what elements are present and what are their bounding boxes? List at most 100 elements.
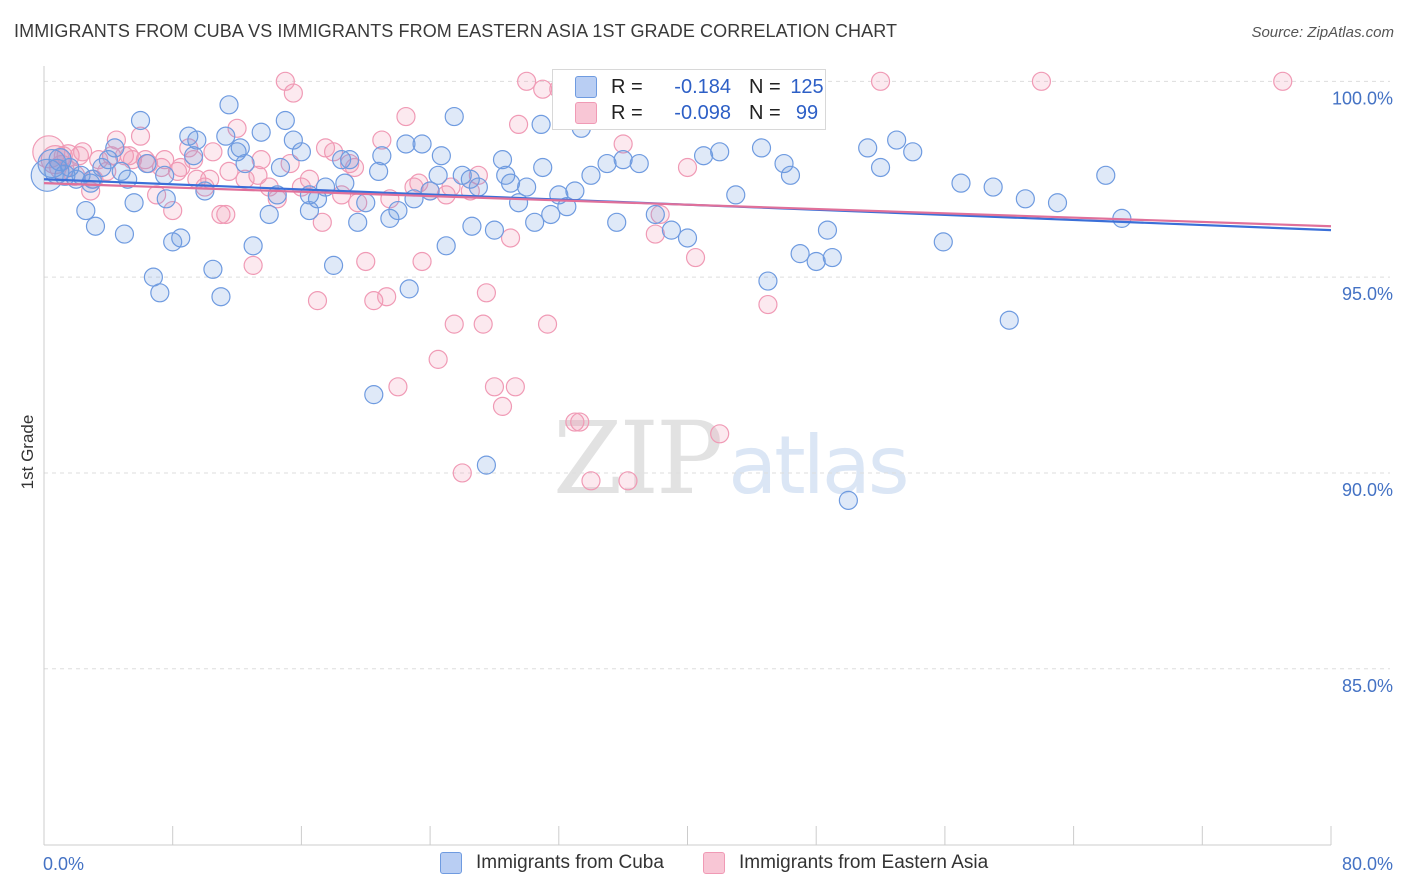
asia-point <box>517 71 537 91</box>
asia-point <box>508 114 529 135</box>
asia-point <box>677 157 698 178</box>
asia-point <box>1031 71 1052 91</box>
asia-point <box>758 294 778 315</box>
asia-point <box>307 291 328 311</box>
cuba-point <box>396 134 416 154</box>
asia-point <box>492 396 513 416</box>
asia-point <box>280 153 300 174</box>
legend-r-label: R = <box>611 101 643 124</box>
cuba-point <box>203 259 223 279</box>
asia-point <box>216 204 236 225</box>
cuba-point <box>171 228 191 248</box>
cuba-point <box>60 157 80 178</box>
cuba-point <box>468 177 488 197</box>
cuba-point <box>364 385 384 405</box>
cuba-point <box>219 95 239 115</box>
y-tick-label: 85.0% <box>1342 676 1393 696</box>
cuba-point <box>259 204 279 225</box>
cuba-point <box>677 228 698 248</box>
asia-point <box>537 314 558 334</box>
cuba-point <box>235 153 255 174</box>
asia-point <box>167 161 188 182</box>
legend-r-label: R = <box>611 75 643 98</box>
stats-legend: R = -0.184 N = 125 R = -0.098 N = 99 <box>552 69 826 130</box>
cuba-point <box>332 150 352 170</box>
cuba-point <box>645 204 665 225</box>
cuba-point <box>629 153 649 174</box>
asia-point <box>299 169 320 189</box>
x-tick-label: 0.0% <box>43 854 84 874</box>
asia-point <box>211 204 231 225</box>
cuba-point <box>661 220 682 240</box>
asia-point <box>388 377 408 397</box>
asia-point <box>473 314 493 334</box>
cuba-point <box>597 153 617 174</box>
cuba-point <box>130 110 151 131</box>
cuba-point <box>581 165 601 185</box>
cuba-point <box>496 165 516 185</box>
asia-point <box>505 377 525 397</box>
asia-point <box>377 287 397 307</box>
cuba-point <box>774 153 794 174</box>
cuba-point <box>243 236 263 256</box>
legend-row-asia: R = -0.098 N = 99 <box>575 100 829 126</box>
cuba-point <box>211 287 231 307</box>
asia-point <box>484 377 505 397</box>
y-tick-label: 95.0% <box>1342 284 1393 304</box>
cuba-point <box>184 146 204 166</box>
asia-point <box>533 79 553 99</box>
cuba-point <box>388 200 408 221</box>
cuba-point <box>806 251 826 272</box>
cuba-point <box>758 271 778 291</box>
asia-point <box>710 424 730 444</box>
bottom-legend-cuba: Immigrants from Cuba <box>440 852 664 874</box>
asia-point <box>243 255 263 275</box>
cuba-point <box>999 310 1019 330</box>
cuba-point <box>369 161 389 182</box>
cuba-point <box>340 150 360 170</box>
cuba-point <box>817 220 838 240</box>
cuba-point <box>726 185 746 205</box>
cuba-point <box>903 142 923 162</box>
cuba-point <box>275 110 295 131</box>
cuba-point <box>983 177 1003 197</box>
cuba-point <box>460 169 480 189</box>
asia-point <box>645 224 665 244</box>
cuba-point <box>187 130 207 150</box>
asia-point <box>650 204 670 225</box>
cuba-point <box>710 142 730 162</box>
asia-point <box>163 200 183 221</box>
cuba-point <box>348 212 368 232</box>
cuba-point <box>607 212 627 232</box>
asia-point <box>613 134 633 154</box>
asia-point <box>396 106 416 127</box>
source-label: Source: ZipAtlas.com <box>1251 24 1394 41</box>
cuba-point <box>156 189 176 209</box>
cuba-point <box>335 173 355 193</box>
cuba-point <box>404 189 424 209</box>
cuba-point <box>751 138 772 158</box>
cuba-point <box>230 138 250 158</box>
cuba-point <box>1096 165 1116 185</box>
cuba-point <box>372 146 392 166</box>
asia-point <box>500 228 521 248</box>
cuba-point <box>85 216 106 236</box>
cuba-point <box>822 247 842 268</box>
asia-point <box>364 291 384 311</box>
asia-swatch-icon <box>575 102 597 124</box>
cuba-point <box>444 106 464 127</box>
x-tick-label: 80.0% <box>1342 854 1393 874</box>
asia-point <box>1273 71 1293 91</box>
legend-r-value: -0.098 <box>674 101 731 124</box>
cuba-point <box>870 157 891 178</box>
asia-point <box>581 471 601 491</box>
cuba-point <box>557 197 577 217</box>
asia-point <box>372 130 392 150</box>
cuba-point <box>155 165 175 185</box>
cuba-point <box>399 279 419 299</box>
asia-point <box>130 126 151 146</box>
cuba-point <box>137 153 157 174</box>
cuba-point <box>412 134 432 154</box>
cuba-legend-label: Immigrants from Cuba <box>476 852 664 873</box>
asia-point <box>251 150 271 170</box>
